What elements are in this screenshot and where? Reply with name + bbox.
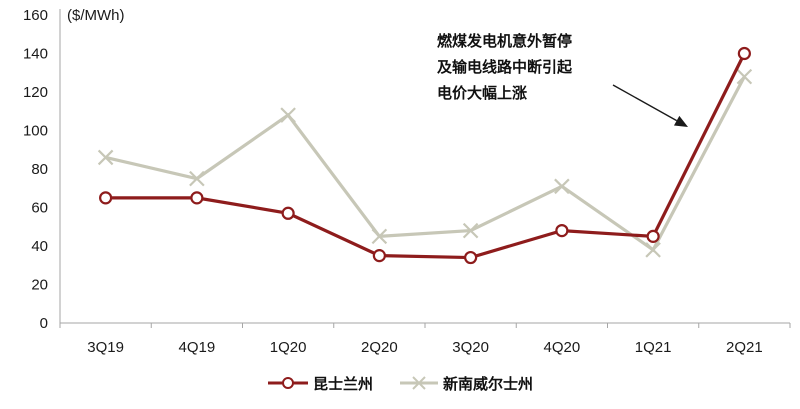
- legend-item-new-south-wales: 新南威尔士州: [399, 373, 533, 394]
- legend: 昆士兰州 新南威尔士州: [0, 369, 800, 397]
- y-tick-label: 120: [23, 84, 48, 101]
- x-tick-label: 4Q19: [179, 339, 216, 356]
- annotation-line-3: 电价大幅上涨: [437, 85, 528, 102]
- annotation-arrow-line: [612, 84, 677, 122]
- series-marker-x: [736, 68, 753, 85]
- series-marker-circle: [646, 229, 660, 243]
- annotation-arrow-head: [673, 115, 688, 127]
- series-marker-x: [97, 149, 114, 166]
- series-line-1: [105, 75, 746, 253]
- x-tick-label: 1Q21: [635, 339, 672, 356]
- series-marker-circle: [555, 224, 569, 238]
- series-marker-x: [554, 178, 570, 195]
- y-tick-label: 140: [23, 46, 48, 63]
- series-marker-x: [280, 107, 296, 123]
- series-marker-x: [371, 228, 388, 245]
- x-tick-label: 1Q20: [270, 339, 307, 356]
- legend-label-new-south-wales: 新南威尔士州: [443, 375, 534, 393]
- x-tick-label: 2Q21: [726, 339, 763, 356]
- x-tick-label: 2Q20: [361, 339, 398, 356]
- legend-line-circle-icon: [267, 377, 308, 389]
- series-marker-x: [645, 242, 661, 258]
- series-marker-circle: [281, 206, 295, 220]
- y-tick-label: 60: [31, 200, 48, 217]
- legend-label-queensland: 昆士兰州: [312, 375, 373, 393]
- y-tick-label: 40: [31, 238, 48, 255]
- legend-line-x-icon: [400, 376, 438, 390]
- series-marker-x: [189, 170, 205, 187]
- y-tick-label: 0: [40, 315, 48, 332]
- series-marker-circle: [372, 249, 386, 263]
- series-marker-circle: [99, 191, 113, 205]
- series-marker-circle: [464, 250, 478, 265]
- annotation-line-2: 及输电线路中断引起: [437, 59, 573, 76]
- series-marker-circle: [737, 46, 751, 61]
- x-tick-label: 4Q20: [544, 339, 581, 356]
- y-tick-label: 20: [31, 277, 48, 294]
- annotation-text-block: 燃煤发电机意外暂停 及输电线路中断引起 电价大幅上涨: [437, 29, 572, 107]
- legend-item-queensland: 昆士兰州: [267, 373, 373, 394]
- series-line-0: [105, 52, 746, 260]
- x-tick-label: 3Q19: [87, 339, 124, 356]
- series-marker-circle: [190, 191, 204, 205]
- y-tick-label: 80: [31, 161, 48, 178]
- y-tick-label: 160: [23, 7, 48, 24]
- series-marker-x: [462, 222, 479, 239]
- y-axis-unit-label: ($/MWh): [67, 7, 125, 24]
- x-tick-label: 3Q20: [452, 339, 489, 356]
- y-tick-label: 100: [23, 123, 48, 140]
- annotation-line-1: 燃煤发电机意外暂停: [437, 33, 573, 50]
